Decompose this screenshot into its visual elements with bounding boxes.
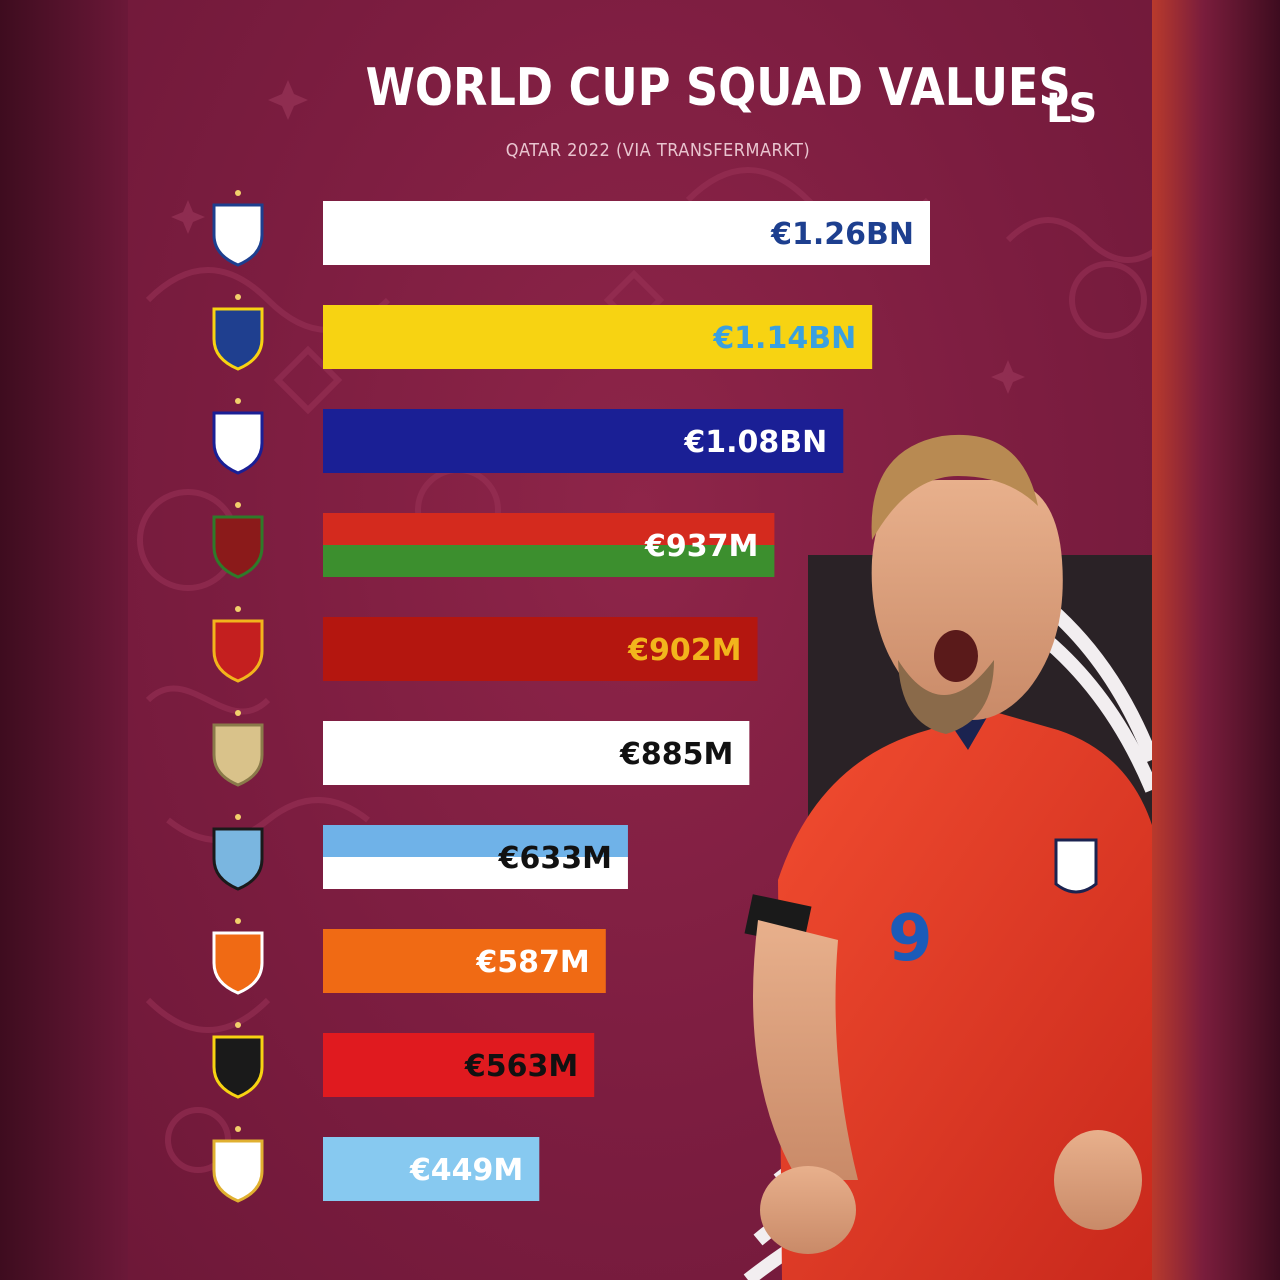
bar-row-portugal: €937M [212,502,775,579]
argentina-crest-icon [212,814,264,891]
infographic-card: WORLD CUP SQUAD VALUES QATAR 2022 (VIA T… [128,0,1152,1280]
data-label-brazil: €1.14BN [712,321,856,356]
bar-argentina-top [323,825,628,857]
data-label-netherlands: €587M [475,945,589,980]
bar-brazil [323,305,873,369]
bar-row-germany: €885M [212,710,750,787]
bar-row-spain: €902M [212,606,758,683]
data-label-uruguay: €449M [409,1153,523,1188]
svg-text:9: 9 [888,902,933,976]
netherlands-crest-icon [212,918,264,995]
ls-logo: LS [1046,86,1097,132]
bar-row-belgium: €563M [212,1022,595,1099]
chart-subtitle: QATAR 2022 (VIA TRANSFERMARKT) [505,140,811,161]
germany-crest-icon [212,710,264,787]
bar-row-england: €1.26BN [212,190,930,267]
data-label-england: €1.26BN [770,217,914,252]
bar-uruguay [323,1137,540,1201]
bar-argentina-bottom [323,857,628,889]
bar-row-france: €1.08BN [212,398,844,475]
right-blur-edge [1152,0,1280,1280]
data-label-spain: €902M [627,633,741,668]
spain-crest-icon [212,606,264,683]
data-label-france: €1.08BN [683,425,827,460]
bar-portugal-bottom [323,545,775,577]
belgium-crest-icon [212,1022,264,1099]
bar-row-uruguay: €449M [212,1126,540,1203]
bar-row-argentina: €633M [212,814,628,891]
left-blur-edge [0,0,128,1280]
data-label-germany: €885M [619,737,733,772]
bar-germany [323,721,750,785]
bar-chart: €1.26BN €1.14BN €1.08BN €937M €902M €885M €633… [212,190,930,1203]
brazil-crest-icon [212,294,264,371]
england-crest-icon [212,190,264,267]
bar-portugal-top [323,513,775,545]
uruguay-crest-icon [212,1126,264,1203]
bar-france [323,409,844,473]
bar-row-brazil: €1.14BN [212,294,873,371]
bar-netherlands [323,929,606,993]
data-label-belgium: €563M [464,1049,578,1084]
bar-spain [323,617,758,681]
bar-england [323,201,930,265]
data-label-argentina: €633M [498,841,612,876]
player-illustration: 9 [743,434,1152,1280]
data-label-portugal: €937M [644,529,758,564]
bar-belgium [323,1033,595,1097]
portugal-crest-icon [212,502,264,579]
bar-row-netherlands: €587M [212,918,606,995]
france-crest-icon [212,398,264,475]
